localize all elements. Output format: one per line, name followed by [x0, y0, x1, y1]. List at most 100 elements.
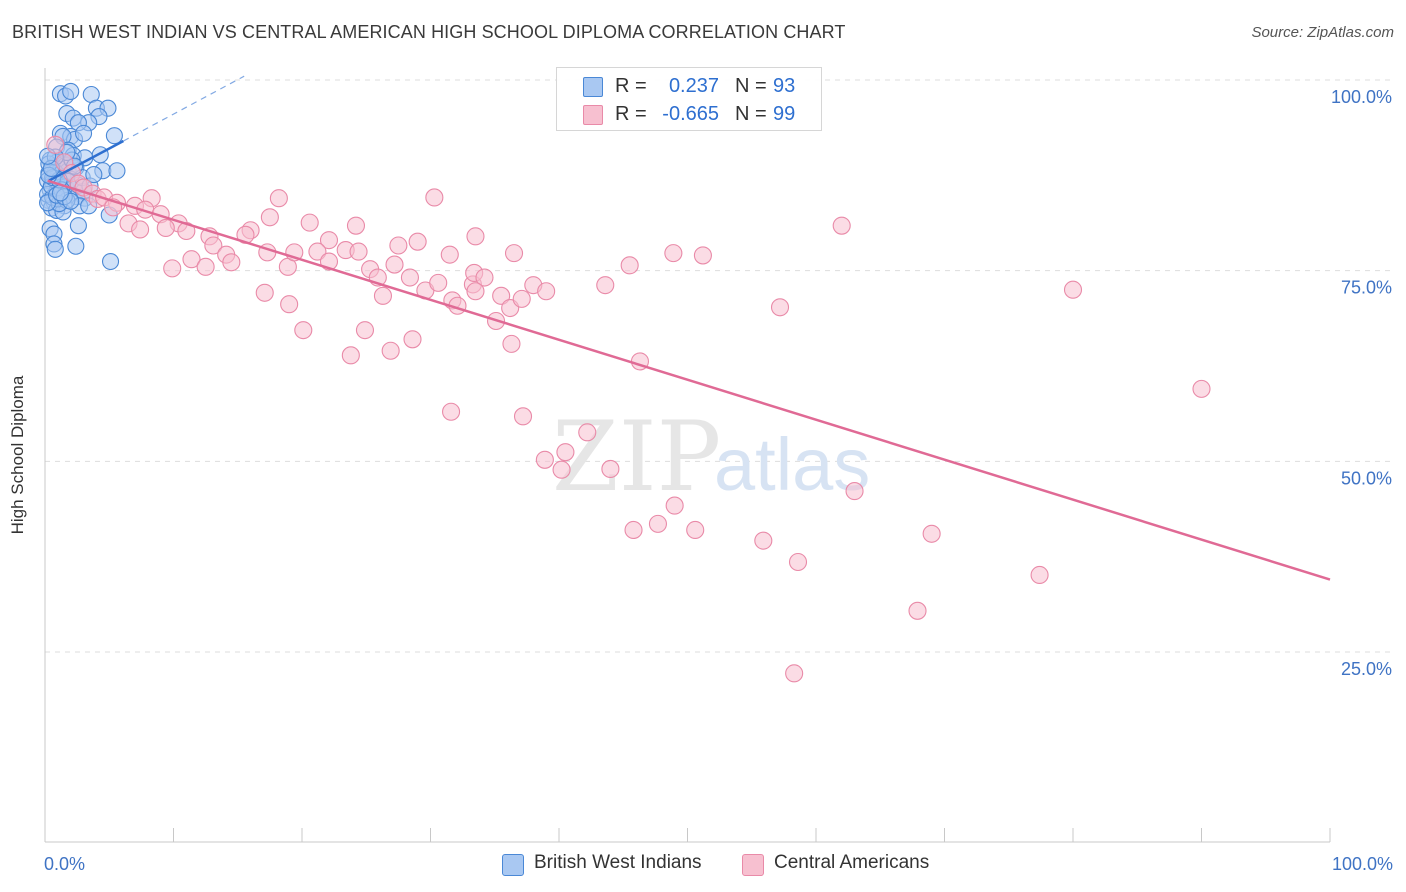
scatter-point	[596, 276, 615, 295]
legend-label: British West Indians	[534, 852, 702, 873]
scatter-point	[624, 520, 643, 540]
watermark-zip: ZIP	[552, 401, 721, 513]
scatter-point	[308, 242, 327, 261]
scatter-point	[349, 242, 368, 261]
y-axis-label: High School Diploma	[8, 375, 27, 535]
scatter-point	[389, 236, 408, 255]
n-value: 93	[773, 75, 796, 97]
scatter-point	[770, 298, 790, 317]
scatter-point	[537, 282, 556, 301]
series-legend: British West Indians Central Americans	[0, 852, 1406, 878]
chart-title: BRITISH WEST INDIAN VS CENTRAL AMERICAN …	[12, 22, 846, 42]
scatter-point	[260, 208, 279, 227]
scatter-point	[429, 273, 448, 292]
x-tick-label: 0.0%	[44, 854, 85, 874]
scatter-point	[601, 459, 620, 479]
scatter-point	[222, 253, 241, 272]
n-label: N =	[735, 103, 767, 125]
legend-row-british-west-indians: R = 0.237 N = 93	[557, 73, 821, 101]
scatter-point	[131, 220, 150, 239]
scatter-point	[400, 268, 419, 287]
n-value: 99	[773, 103, 796, 125]
scatter-point	[512, 289, 531, 308]
scatter-point	[845, 482, 864, 501]
correlation-legend: R = 0.237 N = 93 R = -0.665 N = 99	[556, 67, 822, 131]
scatter-point	[381, 341, 400, 360]
legend-row-central-americans: R = -0.665 N = 99	[557, 101, 821, 129]
y-tick-label: 50.0%	[1341, 468, 1392, 488]
watermark-atlas: atlas	[714, 423, 870, 506]
scatter-point	[403, 330, 422, 349]
blue-swatch	[583, 77, 603, 97]
scatter-point	[665, 496, 684, 515]
trend-line-pink	[47, 179, 1331, 581]
scatter-point	[492, 286, 511, 305]
scatter-point	[105, 127, 123, 145]
scatter-point	[556, 443, 575, 462]
blue-swatch	[502, 854, 524, 876]
scatter-point	[513, 407, 533, 426]
scatter-point	[294, 321, 313, 340]
scatter-point	[922, 524, 941, 543]
scatter-point	[466, 282, 485, 301]
scatter-point	[785, 664, 804, 683]
scatter-point	[552, 460, 571, 479]
scatter-point	[504, 244, 524, 263]
scatter-point	[75, 124, 93, 142]
scatter-point	[693, 246, 712, 265]
scatter-point	[196, 257, 215, 276]
scatter-point	[475, 268, 494, 287]
scatter-point	[163, 259, 182, 278]
scatter-point	[442, 402, 461, 421]
scatter-point	[319, 231, 339, 250]
scatter-point	[754, 531, 773, 550]
scatter-point	[85, 166, 103, 184]
scatter-point	[408, 232, 427, 251]
scatter-point	[832, 216, 851, 235]
scatter-point	[1030, 565, 1049, 585]
scatter-point	[204, 236, 223, 255]
trend-line-blue	[48, 139, 124, 182]
r-value: -0.665	[662, 103, 719, 125]
scatter-point	[69, 217, 87, 235]
y-tick-label: 100.0%	[1331, 87, 1392, 107]
r-label: R =	[615, 103, 647, 125]
r-label: R =	[615, 75, 647, 97]
scatter-point	[620, 256, 639, 275]
source-label: Source: ZipAtlas.com	[1251, 24, 1394, 41]
pink-swatch	[583, 105, 603, 125]
scatter-point	[156, 218, 175, 238]
scatter-point	[648, 514, 667, 533]
n-label: N =	[735, 75, 767, 97]
scatter-point	[269, 189, 288, 208]
scatter-point	[373, 286, 393, 305]
scatter-point	[425, 188, 444, 207]
y-tick-label: 25.0%	[1341, 659, 1392, 679]
scatter-point	[300, 213, 319, 232]
scatter-point	[280, 295, 299, 314]
legend-label: Central Americans	[774, 852, 930, 873]
scatter-point	[182, 250, 201, 269]
x-tick-label: 100.0%	[1332, 854, 1393, 874]
scatter-point	[440, 245, 459, 264]
scatter-point	[46, 135, 65, 154]
y-tick-label: 75.0%	[1341, 278, 1392, 298]
scatter-point	[255, 283, 274, 302]
scatter-point	[101, 252, 120, 271]
scatter-point	[1192, 379, 1211, 398]
pink-swatch	[742, 854, 764, 876]
scatter-point	[578, 423, 597, 442]
scatter-point	[67, 237, 85, 255]
r-value: 0.237	[668, 75, 719, 97]
scatter-point	[108, 162, 126, 180]
scatter-point	[788, 552, 808, 572]
scatter-point	[355, 321, 375, 340]
scatter-point	[686, 520, 705, 540]
scatter-point	[62, 82, 80, 100]
scatter-point	[46, 240, 64, 258]
scatter-point	[535, 450, 554, 469]
scatter-point	[346, 216, 366, 235]
scatter-point	[177, 221, 196, 241]
scatter-point	[341, 346, 360, 365]
